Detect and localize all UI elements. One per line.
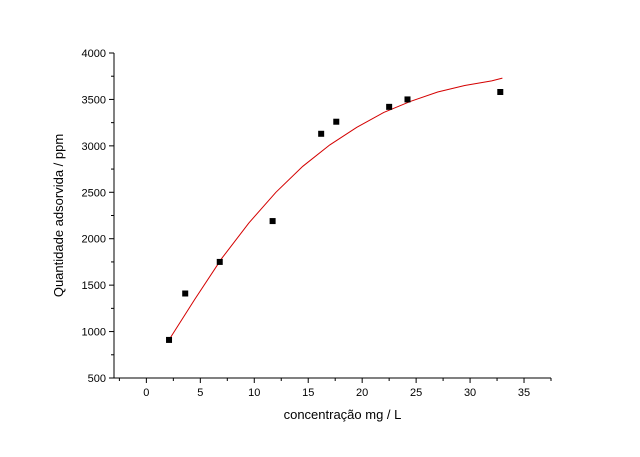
y-tick-label: 3500 <box>82 94 106 106</box>
y-tick-label: 2500 <box>82 187 106 199</box>
x-tick-label: 5 <box>197 387 203 399</box>
data-point <box>318 130 325 137</box>
x-tick-label: 30 <box>464 387 476 399</box>
y-tick-label: 4000 <box>82 48 106 60</box>
x-tick-label: 15 <box>302 387 314 399</box>
data-point <box>182 290 189 297</box>
data-point <box>333 118 340 125</box>
data-point <box>404 96 411 103</box>
y-tick-label: 2000 <box>82 234 106 246</box>
y-axis-title: Quantidade adsorvida / ppm <box>51 134 66 297</box>
x-axis-title: concentração mg / L <box>284 407 402 422</box>
data-point <box>497 89 504 95</box>
y-tick-label: 3000 <box>82 141 106 153</box>
x-tick-label: 20 <box>356 387 368 399</box>
x-tick-label: 0 <box>143 387 149 399</box>
data-point <box>166 336 173 343</box>
x-tick-label: 25 <box>410 387 422 399</box>
y-tick-label: 1500 <box>82 280 106 292</box>
x-tick-label: 10 <box>248 387 260 399</box>
data-point <box>386 103 393 110</box>
x-tick-label: 35 <box>518 387 530 399</box>
y-tick-label: 1000 <box>82 327 106 339</box>
data-point <box>269 218 276 225</box>
fit-curve <box>168 77 503 341</box>
y-tick-label: 500 <box>88 373 106 385</box>
data-point <box>216 258 223 265</box>
